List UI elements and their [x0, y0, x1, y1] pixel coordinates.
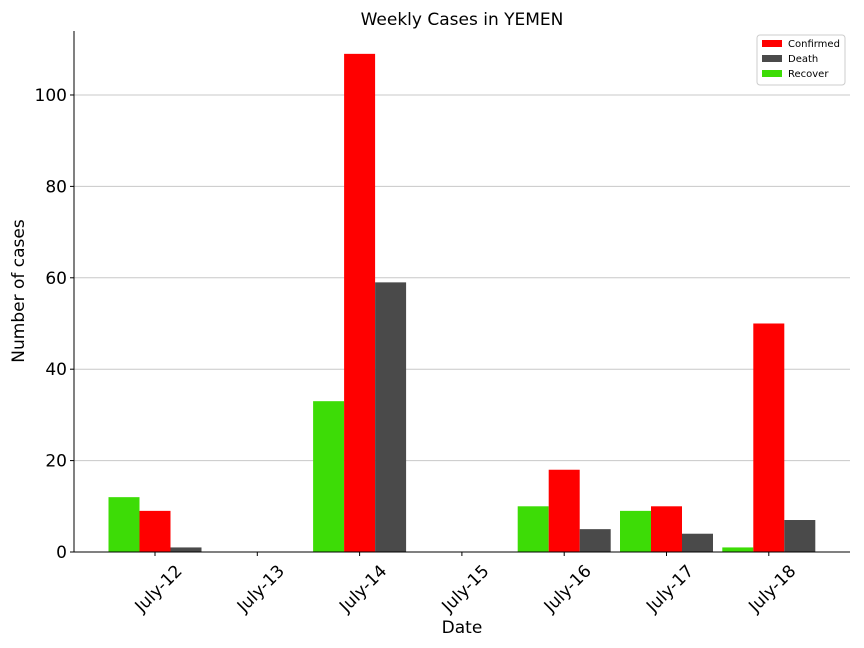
bar-confirmed-july-16: [548, 469, 580, 552]
bar-death-july-14: [375, 282, 407, 552]
x-tick-label: July-15: [438, 561, 494, 617]
y-tick-label: 100: [35, 86, 67, 106]
y-tick-label: 80: [45, 177, 67, 197]
x-tick-label: July-16: [540, 561, 596, 617]
x-ticks: July-12 July-13 July-14 July-15 July-16 July-…: [131, 552, 800, 617]
bar-death-july-16: [579, 529, 611, 552]
legend-swatch-death: [762, 55, 782, 62]
bar-confirmed-july-12: [139, 510, 171, 552]
y-tick-label: 20: [45, 452, 67, 472]
x-tick-label: July-13: [233, 561, 289, 617]
grid-lines: [74, 94, 850, 462]
axes: [73, 31, 850, 553]
y-tick-label: 0: [56, 543, 67, 563]
x-tick-label: July-18: [744, 561, 800, 617]
legend: Confirmed Death Recover: [756, 34, 846, 86]
bar-recover-july-17: [620, 510, 651, 552]
bars: [108, 53, 816, 552]
legend-swatch-recover: [762, 70, 782, 77]
bar-death-july-18: [784, 520, 816, 552]
y-axis-label: Number of cases: [9, 219, 29, 363]
y-ticks: 0 20 40 60 80 100: [35, 86, 74, 563]
bar-confirmed-july-18: [753, 323, 785, 552]
bar-recover-july-16: [517, 506, 549, 552]
x-axis-label: Date: [442, 618, 483, 638]
x-tick-label: July-17: [642, 561, 698, 617]
x-tick-label: July-12: [131, 561, 187, 617]
bar-recover-july-12: [108, 497, 140, 552]
legend-swatch-confirmed: [762, 40, 782, 47]
legend-label-recover: Recover: [788, 69, 829, 80]
bar-recover-july-18: [722, 547, 754, 552]
chart-title: Weekly Cases in YEMEN: [361, 10, 564, 30]
legend-label-death: Death: [788, 54, 818, 65]
bar-confirmed-july-14: [344, 53, 376, 552]
bar-recover-july-14: [313, 401, 345, 552]
bar-death-july-17: [682, 533, 713, 552]
legend-label-confirmed: Confirmed: [788, 39, 840, 50]
y-tick-label: 40: [45, 360, 67, 380]
bar-death-july-12: [170, 547, 202, 552]
x-tick-label: July-14: [335, 561, 391, 617]
y-tick-label: 60: [45, 269, 67, 289]
bar-confirmed-july-17: [651, 506, 682, 552]
